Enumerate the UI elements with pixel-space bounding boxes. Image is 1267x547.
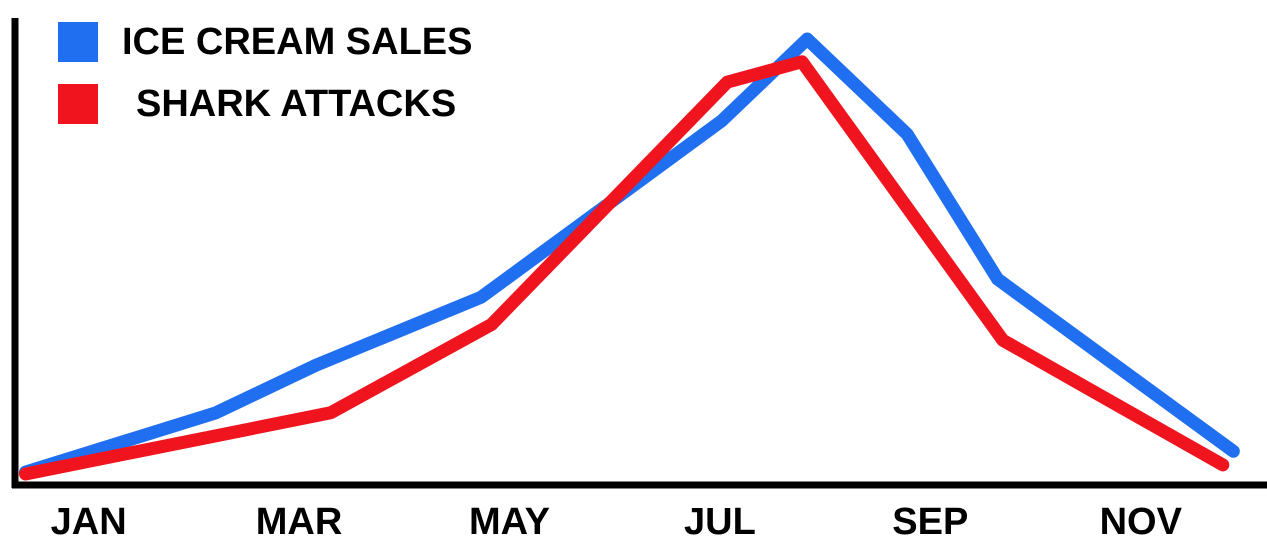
- x-tick-label: NOV: [1100, 501, 1183, 543]
- legend-label: SHARK ATTACKS: [136, 83, 456, 125]
- legend-label: ICE CREAM SALES: [122, 21, 472, 63]
- x-tick-label: MAR: [256, 501, 343, 543]
- line: [19, 32, 1240, 479]
- x-tick-label: MAY: [469, 501, 550, 543]
- legend-swatch: [58, 22, 98, 62]
- x-tick-label: JAN: [51, 501, 127, 543]
- x-tick-label: JUL: [684, 501, 756, 543]
- x-tick-label: SEP: [892, 501, 968, 543]
- legend-swatch: [58, 84, 98, 124]
- line: [19, 55, 1230, 481]
